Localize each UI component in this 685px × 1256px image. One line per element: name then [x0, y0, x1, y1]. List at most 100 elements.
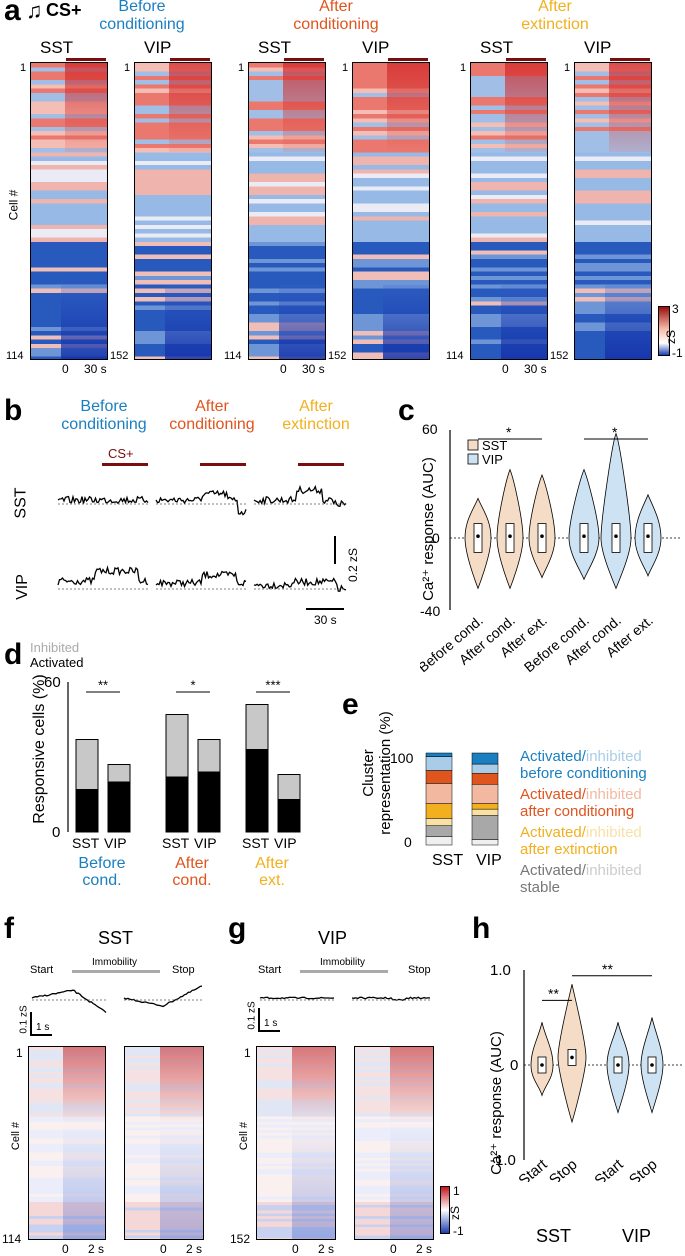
scalebar-y-b: [334, 536, 336, 564]
heatmap-a-1: [30, 62, 108, 360]
colorbar-a-max: 3: [672, 302, 679, 316]
heatmap-a-title-5: SST: [480, 38, 514, 57]
cond-aftercond-b: After conditioning: [169, 398, 255, 433]
trace-b-sst-before: [57, 494, 149, 505]
scale-x-b: 30 s: [314, 613, 337, 627]
heatmap-a-4: [352, 62, 430, 360]
trace-b-vip-afterext: [253, 576, 347, 592]
cs-bar-a-3: [284, 58, 324, 61]
xtick-d-3-vip: VIP: [274, 835, 297, 851]
scale-x-g: 1 s: [264, 1018, 278, 1029]
bar-d-3-sst-inhibited: [245, 704, 269, 750]
trace-f-start: [31, 989, 107, 1013]
heatmap-a-4-inhibited-region: [383, 285, 429, 359]
scale-x-f: 1 s: [36, 1022, 50, 1033]
stack-chart-e: [425, 752, 499, 846]
heatmap-a-x30-3: 30 s: [302, 362, 325, 376]
xlabel-e-vip: VIP: [476, 852, 502, 869]
xtick-d-2-sst: SST: [162, 835, 190, 851]
music-note-icon: ♫: [26, 0, 43, 23]
median-c-3: [540, 534, 544, 538]
bar-d-2-sst-inhibited: [165, 714, 189, 778]
title-g: VIP: [318, 928, 348, 948]
ytick-c-60: 60: [422, 421, 438, 437]
colorbar-g-unit: zS: [448, 1205, 463, 1221]
heatmap-a-3: [248, 62, 326, 360]
legend-inhibited-d: Inhibited: [30, 640, 80, 655]
panel-a-label: a: [4, 0, 21, 27]
median-c-6: [646, 534, 650, 538]
xtick-h-4: Stop: [626, 1156, 661, 1182]
stack-e-sst-1: [425, 836, 453, 846]
stack-e-sst-2: [425, 825, 453, 837]
colorbar-g-max: 1: [453, 1184, 460, 1198]
group-d-3-line-1: After: [255, 855, 289, 872]
cs-bar-a-4: [388, 58, 428, 61]
hm-g-top: 1: [244, 1046, 251, 1060]
heatmap-a-5-response-region: [505, 63, 547, 152]
box-c-5: [611, 523, 621, 553]
group-d-1-line-1: Before: [78, 855, 125, 872]
heatmap-a-1-inhibited-region: [61, 285, 107, 359]
cs-bar-a-6: [610, 58, 650, 61]
heatmap-a-title-2: VIP: [144, 38, 172, 57]
stack-e-sst-3: [425, 818, 453, 826]
hm-f-x0-2: 0: [160, 1242, 167, 1256]
xtick-d-1-vip: VIP: [104, 835, 127, 851]
title-f: SST: [98, 928, 134, 948]
panel-b-label: b: [4, 394, 23, 427]
box-c-2: [505, 523, 515, 553]
stop-g: Stop: [408, 964, 431, 976]
median-h-2: [570, 1055, 574, 1060]
group-d-2-line-1: After: [175, 855, 209, 872]
sig-h-1: **: [548, 986, 559, 1002]
heatmap-a-title-6: VIP: [584, 38, 612, 57]
cell-ylabel-g: Cell #: [238, 1121, 251, 1151]
cs-bar-b2: [200, 463, 246, 466]
ytick-d-60: 60: [44, 674, 61, 691]
heatmap-a-title-4: VIP: [362, 38, 390, 57]
stack-e-vip-6: [471, 772, 499, 785]
xtick-h-2: Stop: [546, 1156, 581, 1182]
bar-d-1-vip-inhibited: [107, 764, 131, 783]
heatmap-a-bottom-6: 152: [550, 350, 569, 362]
legend-e-afterext: Activated/inhibited after extinction: [520, 824, 642, 858]
heatmap-a-x30-1: 30 s: [84, 362, 107, 376]
heatmap-a-2-inhibited-region: [165, 285, 211, 359]
bar-d-2-vip-inhibited: [197, 739, 221, 773]
cond-afterext-b: After extinction: [282, 398, 350, 433]
trace-b-vip-before: [57, 565, 149, 586]
heatmap-a-6-response-region: [609, 63, 651, 152]
cs-bar-b3: [298, 463, 344, 466]
trace-b-sst-aftercond: [155, 489, 247, 516]
hm-g-x0-1: 0: [292, 1242, 299, 1256]
stack-e-vip-2: [471, 815, 499, 840]
stack-e-vip-1: [471, 839, 499, 846]
legend-e-stable: Activated/inhibited stable: [520, 862, 642, 896]
hm-f-x2-2: 2 s: [186, 1242, 203, 1256]
heatmap-a-bottom-3: 114: [224, 350, 242, 362]
cs-bar-a-5: [506, 58, 546, 61]
hm-f-x0-1: 0: [62, 1242, 69, 1256]
group-h-vip: VIP: [622, 1226, 652, 1246]
median-h-1: [540, 1063, 544, 1067]
heatmap-a-6-inhibited-region: [605, 285, 651, 359]
colorbar-g-min: -1: [453, 1224, 464, 1238]
cs-bar-a-2: [170, 58, 210, 61]
median-h-4: [650, 1063, 654, 1067]
box-c-3: [537, 523, 547, 553]
legend-activated-d: Activated: [30, 655, 84, 670]
bar-d-1-sst-inhibited: [75, 739, 99, 790]
stack-e-sst-6: [425, 770, 453, 784]
heatmap-a-5-inhibited-region: [501, 285, 547, 359]
xlabel-e-sst: SST: [432, 852, 464, 869]
heatmap-a-3-response-region: [283, 63, 325, 152]
heatmap-a-5: [470, 62, 548, 360]
stack-e-sst-8: [425, 752, 453, 757]
legend-c-vip: VIP: [482, 452, 503, 467]
xtick-h-3: Start: [591, 1156, 627, 1182]
heatmap-a-x0-5: 0: [502, 362, 509, 376]
stack-e-sst-5: [425, 783, 453, 804]
panel-f-label: f: [4, 912, 14, 945]
